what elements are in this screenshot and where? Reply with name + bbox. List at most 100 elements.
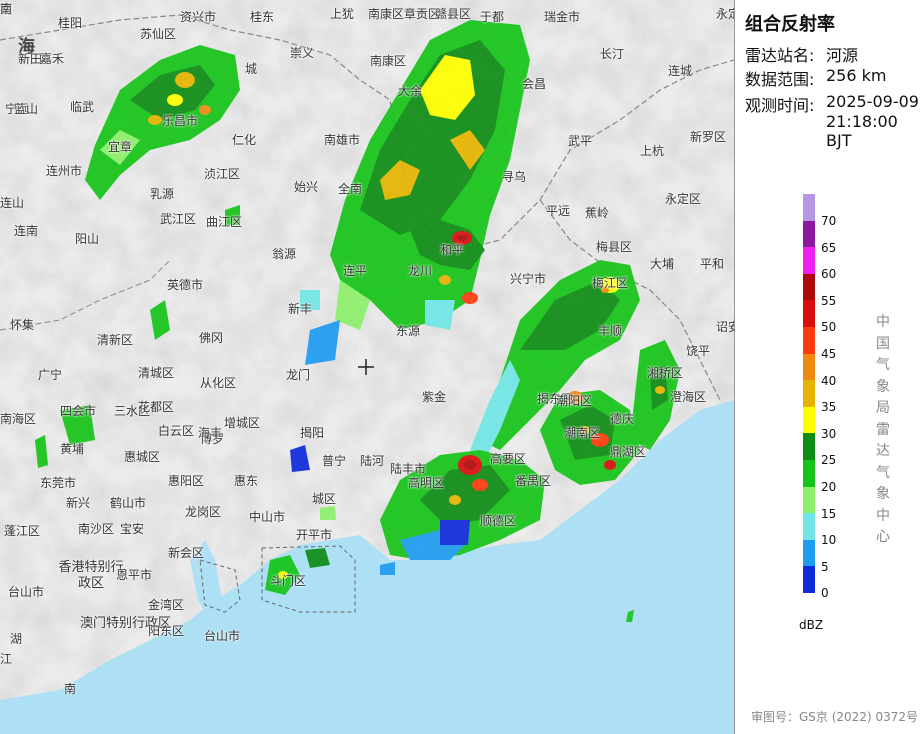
place-label: 武江区	[160, 212, 197, 226]
place-label: 于都	[480, 10, 505, 24]
legend-swatch	[803, 566, 815, 593]
time-date: 2025-09-09	[826, 92, 919, 111]
place-label: 新罗区	[690, 130, 727, 144]
place-label: 连平	[343, 264, 368, 278]
place-label: 连城	[668, 64, 693, 78]
place-label: 南雄市	[324, 133, 361, 147]
place-label: 连州市	[46, 164, 83, 178]
place-label: 武平	[568, 134, 593, 148]
legend-swatch	[803, 486, 815, 514]
place-label: 顺德区	[480, 514, 517, 528]
place-label: 梅江区	[592, 276, 629, 290]
place-label: 新会区	[168, 546, 205, 560]
place-label: 东莞市	[40, 476, 77, 490]
place-label: 诏安	[716, 320, 734, 334]
place-label: 阳山	[75, 232, 100, 246]
place-label: 鹤山市	[110, 496, 147, 510]
legend-value: 0	[821, 586, 829, 601]
place-label: 乳源	[150, 187, 175, 201]
range-label: 数据范围:	[745, 70, 815, 89]
station-value: 河源	[826, 46, 859, 65]
place-label: 南	[0, 2, 13, 16]
place-label: 资兴市	[180, 10, 217, 24]
place-label: 平远	[546, 204, 571, 218]
place-label: 南	[64, 682, 77, 696]
approval-number: 审图号：GS京 (2022) 0372号	[751, 710, 918, 724]
place-label: 仁化	[232, 133, 257, 147]
place-label: 揭阳	[300, 426, 325, 440]
place-label: 南康区	[370, 54, 407, 68]
place-label: 澳门特别行政区	[80, 616, 172, 631]
place-label: 香港特别行政区	[58, 560, 124, 591]
place-label: 台山市	[8, 585, 45, 599]
place-label: 章贡区	[404, 7, 441, 21]
legend-value: 5	[821, 559, 829, 574]
radar-echo-layer	[35, 20, 680, 622]
place-label: 丰顺	[598, 324, 623, 338]
place-label: 上杭	[640, 144, 665, 158]
legend-swatch	[803, 513, 815, 540]
place-label: 博罗	[200, 432, 225, 446]
region-label: 海	[18, 37, 35, 57]
place-label: 西	[0, 2, 13, 16]
legend-swatch	[803, 433, 815, 460]
place-label: 紫金	[422, 390, 447, 404]
hk-boundary	[261, 545, 356, 613]
place-label: 大埔	[650, 257, 675, 271]
legend-value: 25	[821, 453, 837, 468]
place-label: 永定区	[665, 192, 702, 206]
place-label: 新田	[18, 52, 43, 66]
place-label: 长汀	[600, 47, 625, 61]
legend-swatch	[803, 220, 815, 248]
station-label: 雷达站名:	[745, 46, 815, 65]
place-label: 高要区	[490, 452, 527, 466]
place-label: 澄海区	[670, 390, 707, 404]
place-label: 潮阳区	[556, 394, 593, 408]
place-label: 桂东	[250, 10, 275, 24]
time-label: 观测时间:	[745, 96, 815, 115]
legend-unit: dBZ	[799, 618, 824, 632]
place-label: 梅县区	[596, 240, 633, 254]
place-label: 斗门区	[270, 574, 307, 588]
sea-area	[0, 400, 734, 734]
place-label: 湖	[10, 632, 23, 646]
place-label: 从化区	[200, 376, 237, 390]
place-label: 上犹	[330, 7, 355, 21]
place-label: 陆河	[360, 454, 385, 468]
legend-swatch	[803, 194, 815, 221]
place-label: 陆丰市	[390, 462, 427, 476]
place-label: 崇义	[290, 46, 315, 60]
legend-value: 10	[821, 533, 837, 548]
place-label: 新兴	[66, 496, 91, 510]
map-canvas	[0, 0, 734, 734]
place-label: 始兴	[294, 180, 319, 194]
legend-value: 50	[821, 320, 837, 335]
legend-value: 30	[821, 426, 837, 441]
place-label: 大余	[398, 84, 423, 98]
legend-value: 45	[821, 347, 837, 361]
legend-value: 60	[821, 267, 837, 282]
place-label: 佛冈	[199, 331, 224, 345]
place-label: 四会市	[60, 404, 97, 418]
place-label: 建	[0, 2, 13, 16]
place-label: 会昌	[522, 77, 547, 91]
legend-value: 70	[821, 214, 837, 228]
place-label: 广宁	[38, 368, 63, 382]
place-label: 平和	[700, 257, 725, 271]
place-label: 浈江区	[204, 167, 241, 181]
place-label: 惠阳区	[168, 474, 205, 488]
place-label: 嘉禾	[40, 52, 65, 66]
place-label: 惠东	[234, 474, 259, 488]
place-label: 清城区	[138, 366, 175, 380]
place-label: 兴宁市	[510, 272, 547, 286]
place-label: 怀集	[10, 318, 35, 332]
legend-swatch	[803, 327, 815, 354]
place-label: 惠城区	[124, 450, 161, 464]
place-label: 桂阳	[58, 16, 83, 30]
range-value: 256 km	[826, 66, 887, 85]
place-label: 和平	[440, 243, 465, 257]
place-label: 南海区	[0, 412, 37, 426]
place-label: 东源	[396, 324, 421, 338]
radar-map[interactable]: 海 桂阳资兴市桂东上犹南康区章贡区赣县区于都瑞金市永定新田嘉禾苏仙区城崇义南康区…	[0, 0, 734, 734]
place-label: 恩平市	[116, 568, 153, 582]
